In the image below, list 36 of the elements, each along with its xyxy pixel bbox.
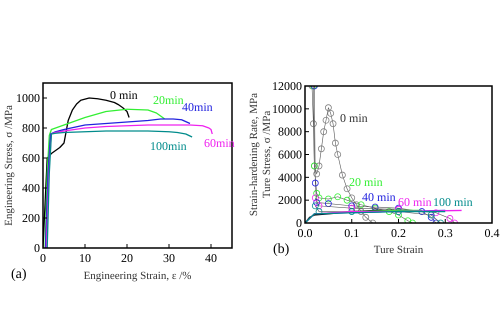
text: Strain-hardening Rate, MPa — [248, 92, 260, 216]
y-tick-label: 600 — [22, 151, 40, 165]
y-axis-title: Ture Stress, σ /MPa — [261, 110, 273, 198]
text: (a) — [11, 267, 27, 282]
y-tick-label: 0 — [34, 241, 40, 255]
y-tick-label: 400 — [22, 181, 40, 195]
y-tick-label: 800 — [22, 121, 40, 135]
y-tick-label: 12000 — [272, 79, 302, 93]
y-tick-label: 4000 — [278, 170, 302, 184]
annotation: 100min — [150, 139, 187, 153]
annotation: 0 min — [110, 88, 138, 102]
annotation: 40 min — [362, 190, 396, 204]
annotation: 40min — [182, 100, 213, 114]
x-tick-label: 30 — [163, 251, 175, 265]
annotation: 20min — [153, 93, 184, 107]
annotation: 100 min — [433, 195, 473, 209]
text: (b) — [273, 242, 290, 257]
annotation: 20 min — [349, 175, 383, 189]
x-tick-label: 0.2 — [391, 226, 406, 240]
y-tick-label: 1000 — [16, 91, 40, 105]
x-tick-label: 0.3 — [438, 226, 453, 240]
x-tick-label: 0.4 — [484, 226, 500, 240]
x-tick-label: 10 — [79, 251, 91, 265]
annotation: 0 min — [340, 111, 368, 125]
annotation: 60 min — [398, 195, 432, 209]
x-axis-title: Ture Strain — [374, 244, 424, 256]
y-tick-label: 10000 — [272, 102, 302, 116]
x-tick-label: 0.1 — [344, 226, 360, 240]
y-tick-label: 200 — [22, 211, 40, 225]
x-axis-title: Engineering Strain, ε /% — [84, 270, 192, 282]
y-axis-title: Engineering Stress, σ /MPa — [3, 104, 15, 226]
x-tick-label: 20 — [121, 251, 133, 265]
x-tick-label: 40 — [205, 251, 217, 265]
y-tick-label: 2000 — [278, 193, 302, 208]
y-tick-label: 6000 — [278, 148, 302, 162]
y-tick-label: 8000 — [278, 124, 302, 139]
